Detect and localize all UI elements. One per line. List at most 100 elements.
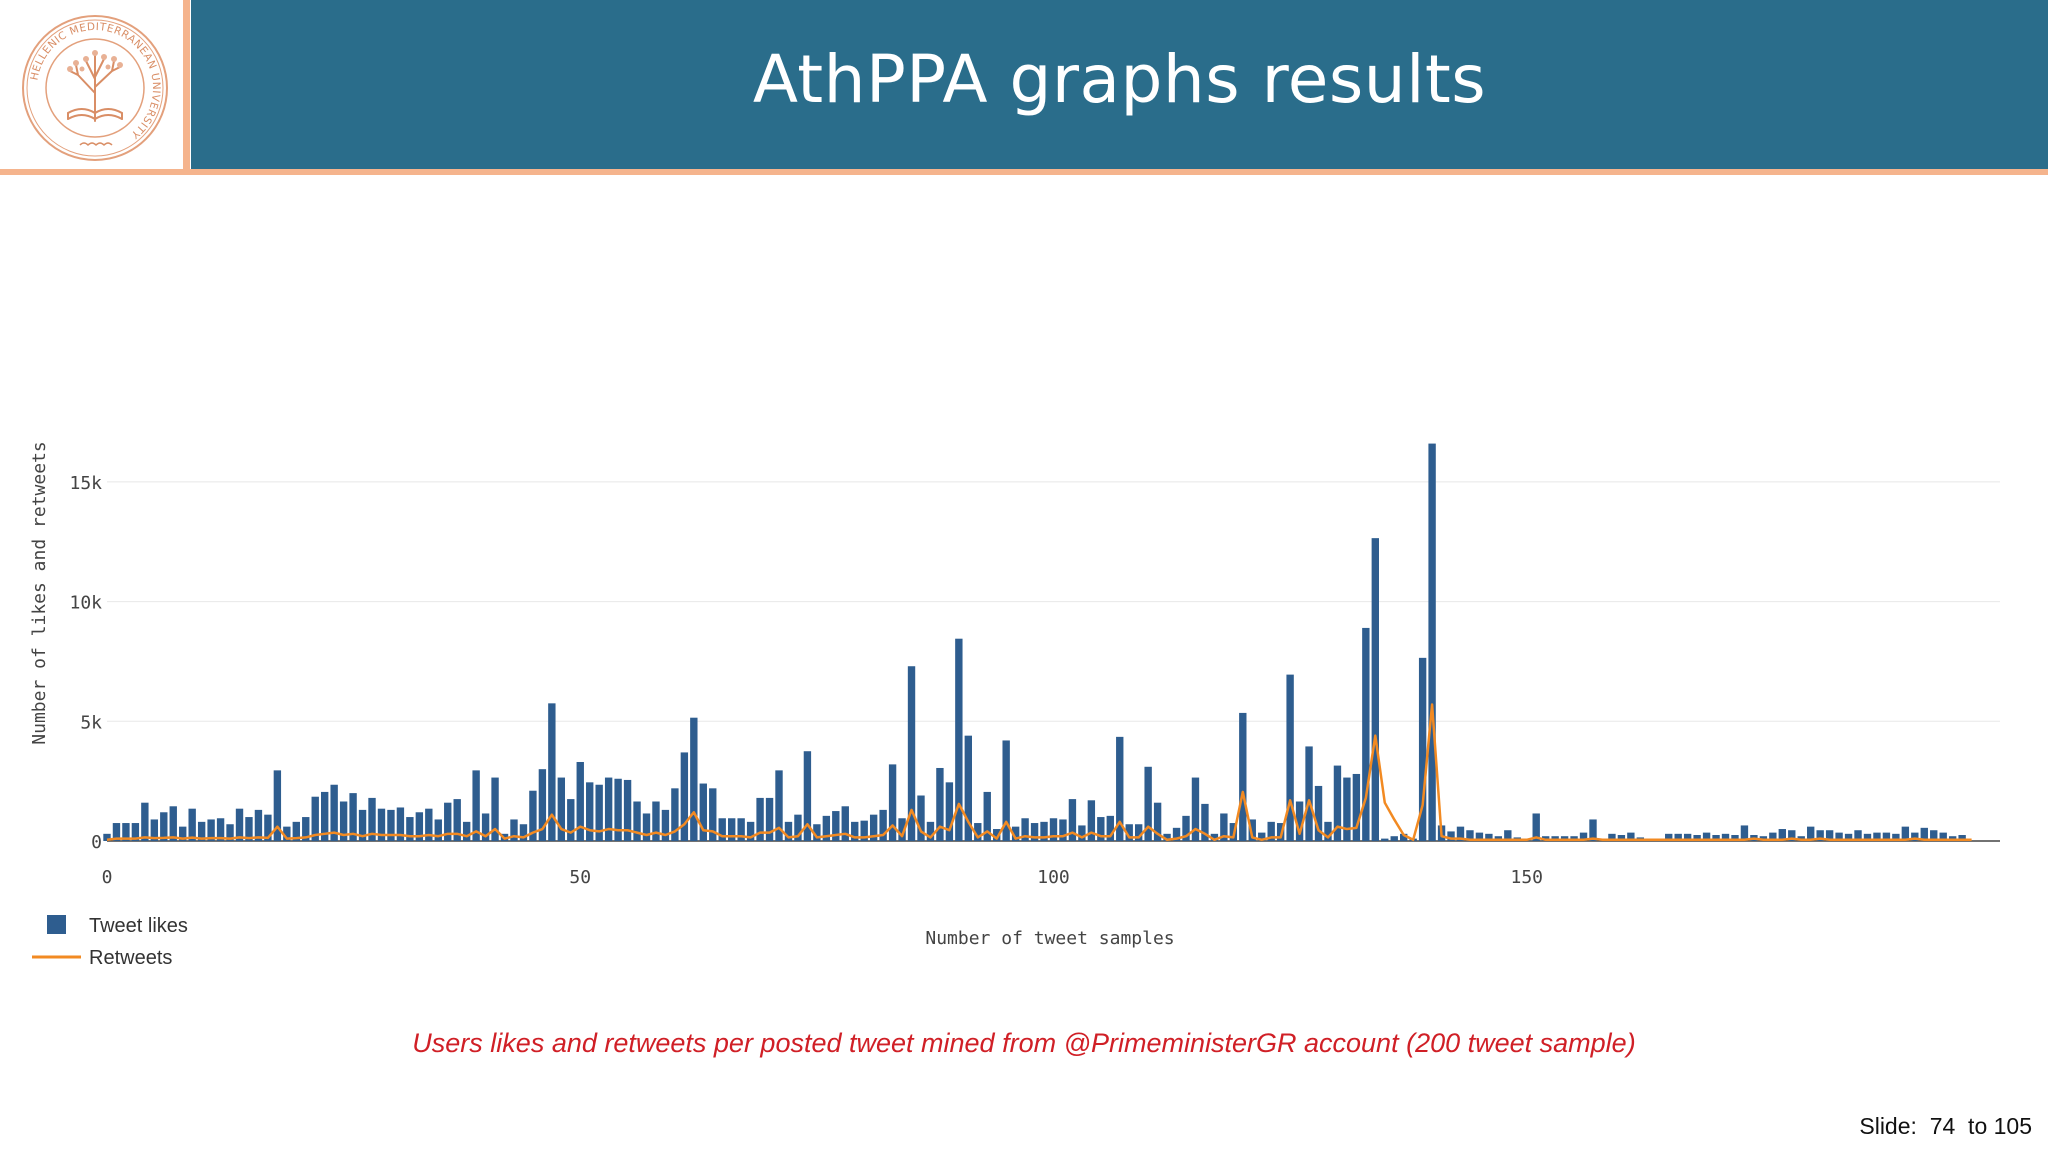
likes-bar [765, 797, 774, 841]
retweets-line-layer [106, 703, 1972, 842]
likes-bar [131, 823, 140, 841]
likes-bar [1920, 827, 1928, 841]
likes-bar [1220, 813, 1228, 841]
likes-bar [1362, 627, 1370, 841]
likes-bar [444, 802, 452, 841]
likes-bar [1911, 832, 1919, 841]
likes-bar [784, 821, 793, 841]
likes-retweets-chart: 0 5k 10k 15k 0 50 100 150 Number of likes and r… [29, 441, 2000, 969]
likes-bar [254, 809, 263, 841]
likes-bar [586, 782, 594, 841]
likes-bar [529, 790, 537, 841]
likes-bar [358, 809, 367, 841]
y-axis-title: Number of likes and retweets [29, 441, 50, 744]
likes-bar [680, 752, 689, 841]
y-tick-label: 5k [80, 712, 102, 733]
likes-bar [832, 811, 840, 841]
likes-bar [888, 764, 897, 841]
likes-bar [1873, 832, 1881, 841]
likes-bar [1693, 835, 1701, 841]
likes-bar [1097, 817, 1105, 841]
likes-bar [1456, 826, 1465, 841]
x-tick-label: 0 [102, 867, 113, 888]
header-accent-vertical [183, 0, 190, 174]
likes-bar [604, 777, 613, 841]
likes-bar [1532, 813, 1540, 841]
likes-bar [273, 770, 282, 841]
likes-bar [851, 821, 859, 841]
likes-bar [1201, 803, 1209, 841]
likes-bar [434, 819, 442, 841]
likes-bar [510, 819, 518, 841]
likes-bar [614, 778, 622, 841]
likes-bar [1466, 830, 1474, 841]
likes-bar [1239, 712, 1247, 841]
likes-bar [1049, 818, 1058, 841]
likes-bar [699, 783, 707, 841]
likes-bar [926, 821, 935, 841]
likes-bar [1248, 819, 1256, 841]
likes-bar [103, 833, 111, 841]
likes-bar [1059, 819, 1067, 841]
likes-bar [728, 818, 736, 841]
likes-bar [415, 812, 424, 841]
likes-bar [160, 812, 168, 841]
likes-bar [1182, 815, 1190, 841]
likes-bar [1702, 832, 1711, 841]
likes-bar [794, 814, 802, 841]
likes-bar [1371, 538, 1379, 841]
likes-bar [349, 793, 357, 841]
likes-bar [1447, 831, 1455, 841]
likes-bar [964, 735, 972, 841]
retweets-line [106, 703, 1972, 842]
likes-bar [1901, 826, 1910, 841]
likes-bar [1011, 826, 1020, 841]
likes-bar [207, 819, 215, 841]
likes-bar [1116, 736, 1124, 841]
likes-bar [377, 808, 386, 841]
likes-bar [264, 814, 272, 841]
likes-bar [1958, 835, 1966, 841]
likes-bar [1617, 835, 1626, 841]
likes-bar [453, 799, 461, 841]
likes-bar [1381, 838, 1389, 841]
likes-bar [1352, 773, 1361, 841]
likes-bar [661, 809, 670, 841]
likes-bar [1258, 832, 1266, 841]
likes-bar [1286, 674, 1294, 841]
likes-bar [1428, 443, 1436, 841]
likes-bar [472, 770, 480, 841]
likes-bar [869, 814, 878, 841]
x-tick-label: 100 [1037, 867, 1070, 888]
likes-bar [879, 809, 887, 841]
x-tick-label: 50 [569, 867, 591, 888]
likes-bar [548, 703, 556, 841]
likes-bar [1153, 802, 1162, 841]
likes-bar [898, 818, 906, 841]
likes-bar [983, 791, 991, 841]
likes-bar [1627, 832, 1635, 841]
likes-bar [387, 809, 395, 841]
likes-bar [813, 824, 821, 841]
likes-bar [141, 802, 149, 841]
likes-bar [841, 806, 849, 841]
likes-bar [1769, 832, 1777, 841]
likes-bar [945, 782, 954, 841]
likes-bar [1125, 824, 1133, 841]
likes-bar [642, 813, 651, 841]
likes-bar [1163, 833, 1171, 841]
likes-bar [1314, 785, 1323, 841]
likes-bar [718, 818, 726, 841]
likes-bar [235, 808, 244, 841]
likes-bar [1740, 825, 1749, 841]
likes-bar [1731, 835, 1739, 841]
header-bar: AthPPA graphs results [191, 0, 2048, 170]
likes-bar [860, 820, 868, 841]
likes-bar [1002, 740, 1010, 841]
likes-bar [936, 767, 944, 841]
likes-bar [822, 815, 831, 841]
likes-bar [671, 788, 679, 841]
likes-bar [1040, 821, 1048, 841]
likes-bar [406, 817, 414, 841]
likes-bar [1939, 832, 1947, 841]
